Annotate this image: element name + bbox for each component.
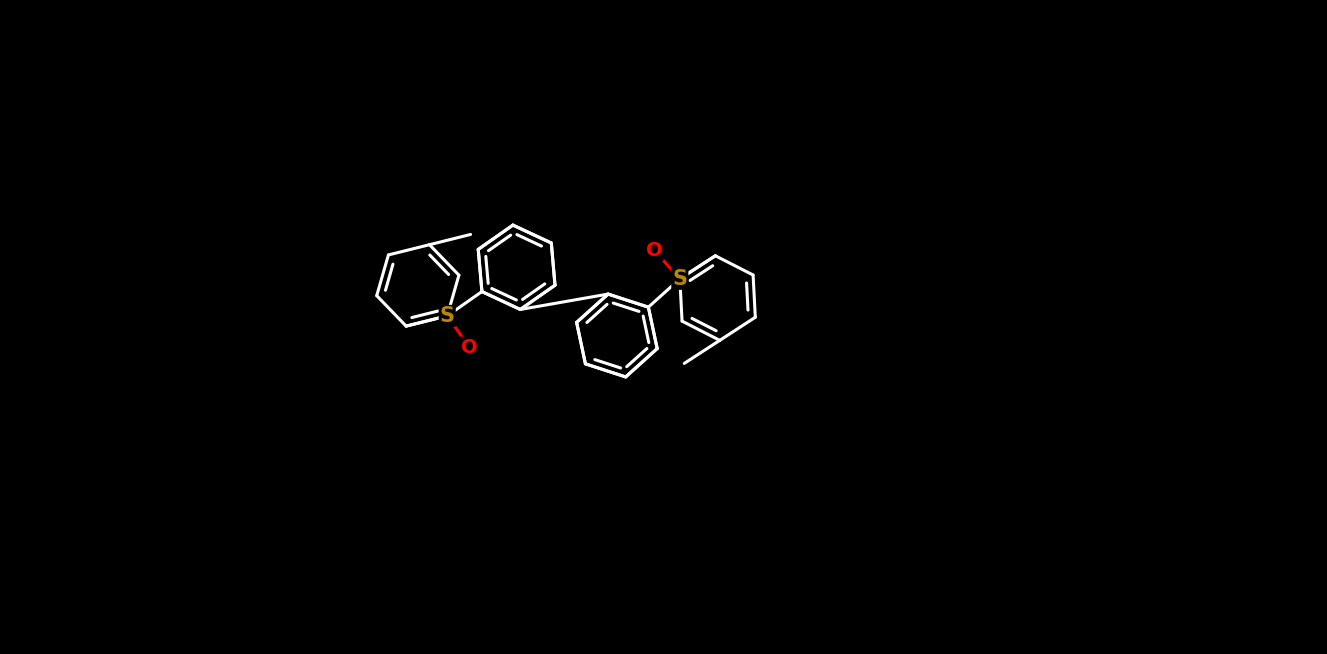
Text: S: S bbox=[439, 306, 455, 326]
Text: O: O bbox=[460, 337, 478, 356]
Text: S: S bbox=[673, 269, 687, 289]
Text: O: O bbox=[646, 241, 662, 260]
